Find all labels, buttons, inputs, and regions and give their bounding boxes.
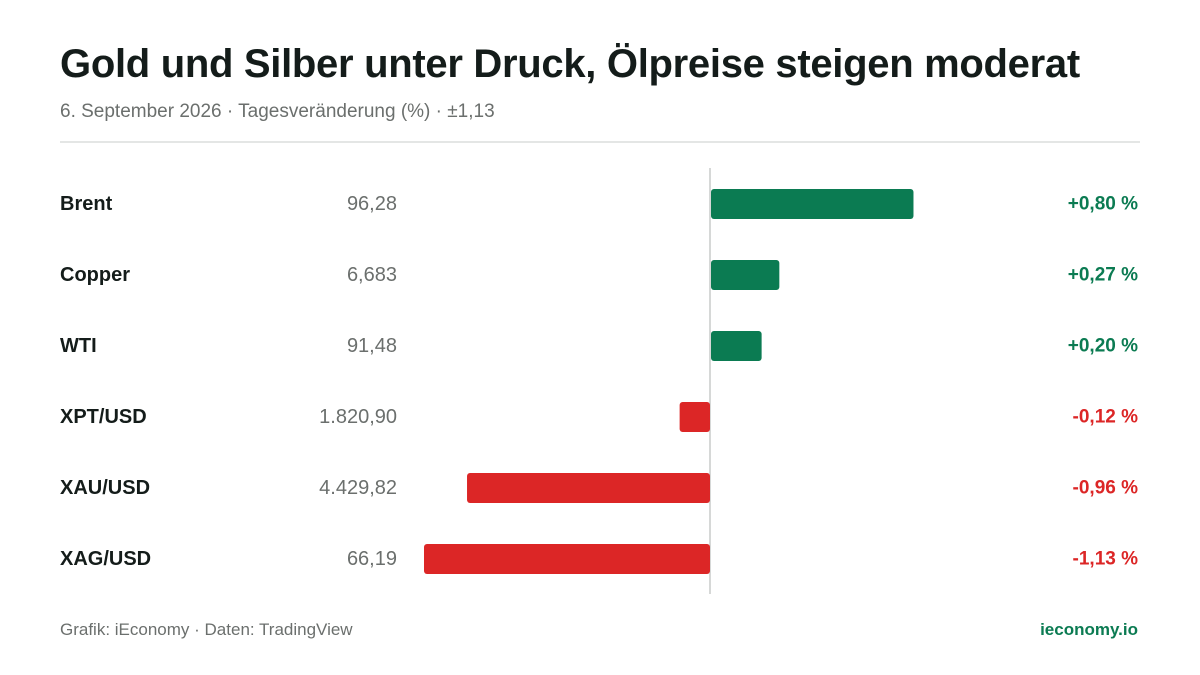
bar	[711, 260, 780, 290]
value-label: -1,13 %	[1073, 549, 1139, 570]
price-label: 91,48	[347, 335, 397, 357]
chart-subtitle: 6. September 2026 · Tagesveränderung (%)…	[60, 101, 495, 122]
bar	[467, 473, 710, 503]
price-label: 96,28	[347, 193, 397, 215]
value-label: -0,96 %	[1073, 478, 1139, 499]
value-label: -0,12 %	[1073, 407, 1139, 428]
category-label: WTI	[60, 335, 97, 357]
bar	[711, 189, 914, 219]
value-label: +0,20 %	[1068, 336, 1138, 357]
price-label: 66,19	[347, 548, 397, 570]
header-divider	[60, 141, 1140, 143]
price-label: 6,683	[347, 264, 397, 286]
brand-link[interactable]: ieconomy.io	[1040, 620, 1138, 639]
price-label: 4.429,82	[319, 477, 397, 499]
category-label: Brent	[60, 193, 113, 215]
source-note: Grafik: iEconomy · Daten: TradingView	[60, 620, 353, 639]
price-label: 1.820,90	[319, 406, 397, 428]
chart-title: Gold und Silber unter Druck, Ölpreise st…	[60, 42, 1080, 86]
category-label: Copper	[60, 264, 130, 286]
category-label: XAU/USD	[60, 477, 150, 499]
bar	[679, 402, 710, 432]
value-label: +0,27 %	[1068, 265, 1138, 286]
value-label: +0,80 %	[1068, 194, 1138, 215]
bar	[424, 544, 710, 574]
category-label: XAG/USD	[60, 548, 151, 570]
category-label: XPT/USD	[60, 406, 147, 428]
bar	[711, 331, 762, 361]
